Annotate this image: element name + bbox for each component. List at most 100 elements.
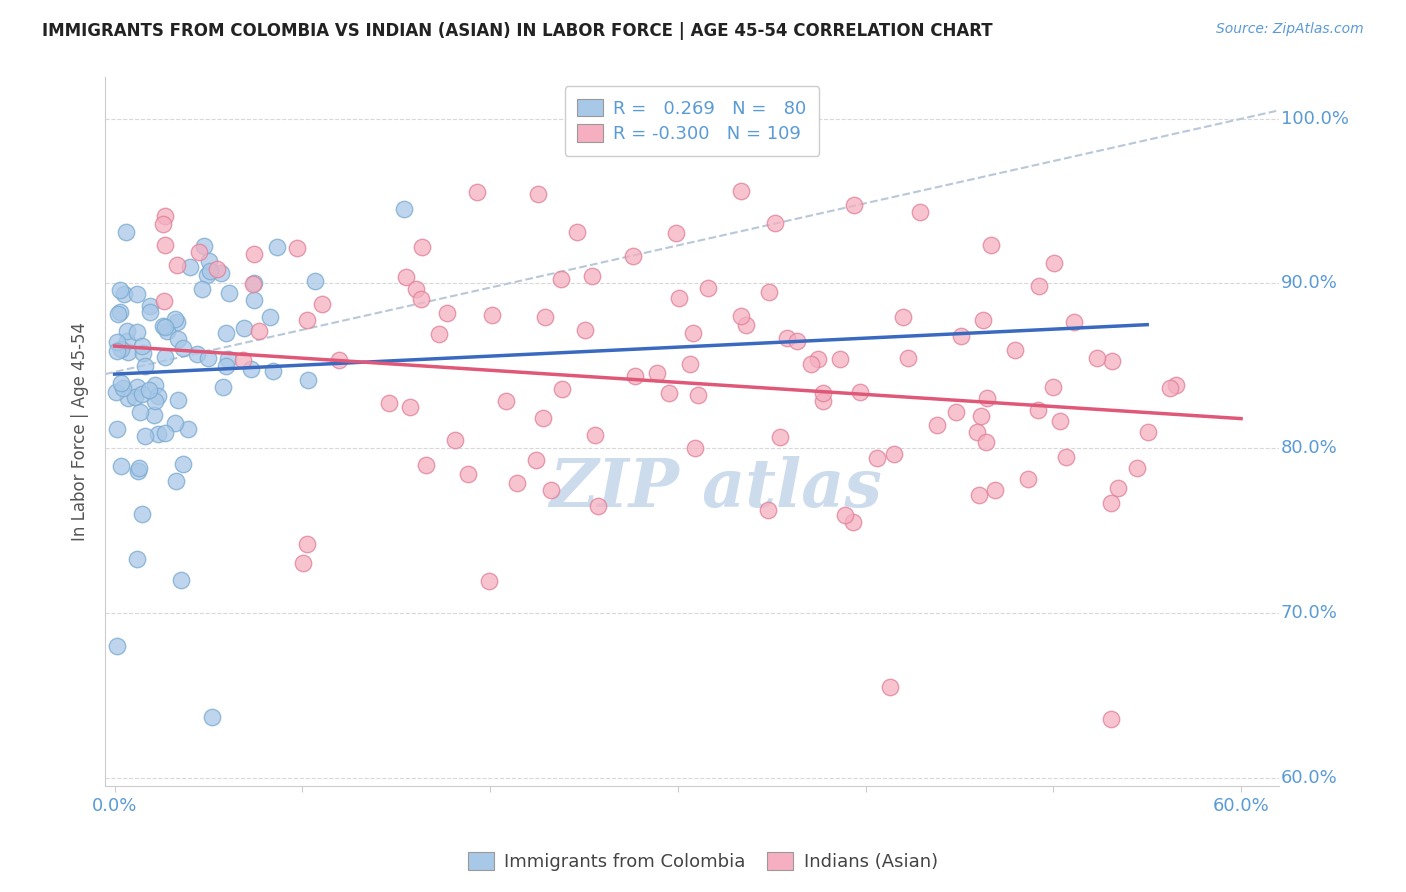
Point — [436, 306, 458, 320]
Point — [765, 216, 787, 230]
Point — [110, 458, 132, 473]
Point — [756, 503, 779, 517]
Point — [132, 345, 155, 359]
Point — [945, 404, 967, 418]
Point — [259, 310, 281, 324]
Point — [114, 287, 136, 301]
Point — [170, 573, 193, 587]
Point — [658, 385, 681, 400]
Point — [842, 516, 865, 530]
Point — [115, 334, 138, 348]
Point — [1004, 343, 1026, 357]
Point — [131, 507, 153, 521]
Point — [166, 316, 188, 330]
Point — [980, 238, 1002, 252]
Point — [127, 286, 149, 301]
Point — [134, 429, 156, 443]
Point — [172, 457, 194, 471]
Point — [110, 376, 132, 390]
Point — [524, 453, 547, 467]
Point — [163, 416, 186, 430]
Text: ZIP atlas: ZIP atlas — [548, 456, 882, 521]
Point — [125, 325, 148, 339]
Point — [1101, 354, 1123, 368]
Text: 100.0%: 100.0% — [1281, 110, 1348, 128]
Point — [697, 281, 720, 295]
Point — [138, 304, 160, 318]
Point — [117, 324, 139, 338]
Point — [193, 239, 215, 253]
Point — [682, 326, 704, 340]
Point — [232, 353, 254, 368]
Point — [967, 488, 990, 502]
Point — [262, 364, 284, 378]
Point — [198, 263, 221, 277]
Point — [242, 247, 264, 261]
Point — [972, 313, 994, 327]
Point — [304, 274, 326, 288]
Point — [239, 362, 262, 376]
Point — [155, 351, 177, 365]
Legend: R =   0.269   N =   80, R = -0.300   N = 109: R = 0.269 N = 80, R = -0.300 N = 109 — [565, 87, 820, 156]
Point — [1164, 378, 1187, 392]
Point — [124, 390, 146, 404]
Point — [1126, 460, 1149, 475]
Point — [1054, 450, 1077, 464]
Point — [405, 282, 427, 296]
Point — [495, 394, 517, 409]
Point — [177, 422, 200, 436]
Point — [148, 427, 170, 442]
Point — [813, 394, 835, 409]
Point — [1159, 381, 1181, 395]
Point — [266, 240, 288, 254]
Point — [311, 297, 333, 311]
Point — [285, 241, 308, 255]
Point — [197, 351, 219, 366]
Point — [297, 313, 319, 327]
Point — [105, 384, 128, 399]
Point — [155, 425, 177, 440]
Point — [775, 331, 797, 345]
Point — [786, 334, 808, 348]
Point — [830, 352, 852, 367]
Point — [585, 428, 607, 442]
Point — [623, 368, 645, 383]
Point — [481, 308, 503, 322]
Point — [138, 299, 160, 313]
Point — [908, 205, 931, 219]
Point — [233, 321, 256, 335]
Point — [212, 380, 235, 394]
Point — [411, 240, 433, 254]
Point — [645, 366, 668, 380]
Y-axis label: In Labor Force | Age 45-54: In Labor Force | Age 45-54 — [72, 322, 89, 541]
Point — [117, 391, 139, 405]
Point — [153, 320, 176, 334]
Point — [131, 387, 153, 401]
Point — [415, 458, 437, 472]
Point — [540, 483, 562, 498]
Point — [966, 425, 988, 439]
Point — [1028, 278, 1050, 293]
Point — [131, 339, 153, 353]
Point — [769, 430, 792, 444]
Point — [143, 378, 166, 392]
Point — [297, 537, 319, 551]
Point — [1063, 315, 1085, 329]
Point — [108, 283, 131, 297]
Point — [758, 285, 780, 299]
Point — [879, 680, 901, 694]
Point — [1043, 255, 1066, 269]
Point — [166, 258, 188, 272]
Point — [1107, 481, 1129, 495]
Point — [217, 352, 239, 367]
Point — [1099, 712, 1122, 726]
Point — [152, 217, 174, 231]
Point — [883, 447, 905, 461]
Point — [668, 291, 690, 305]
Point — [478, 574, 501, 588]
Point — [107, 334, 129, 349]
Point — [505, 475, 527, 490]
Point — [730, 310, 752, 324]
Point — [112, 381, 135, 395]
Point — [127, 464, 149, 478]
